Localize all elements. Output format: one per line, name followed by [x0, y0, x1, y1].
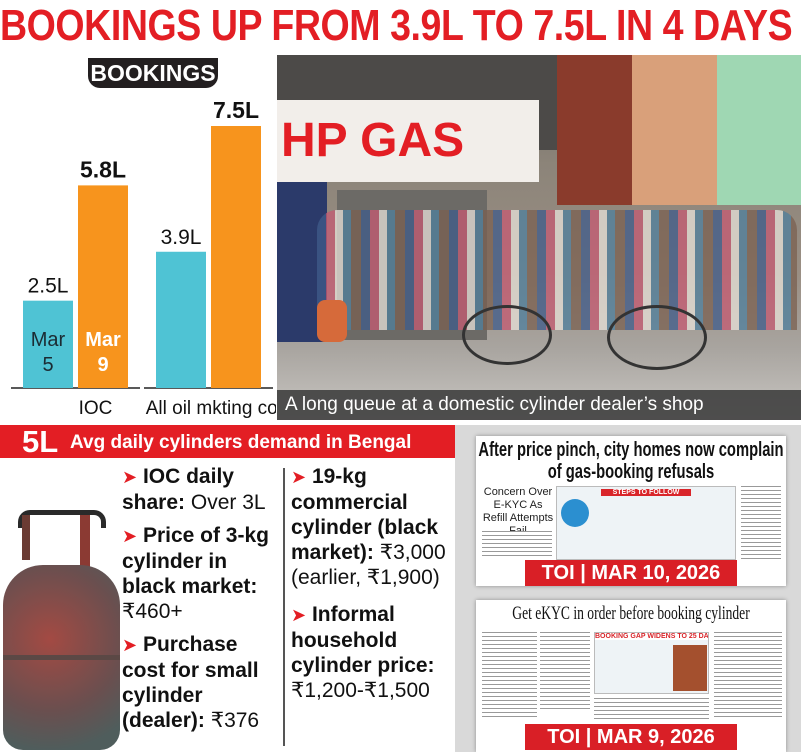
fact-purchase-cost: ➤ Purchase cost for small cylinder (deal…: [122, 633, 260, 732]
gas-cylinder-image: [0, 510, 122, 750]
demand-label: Avg daily cylinders demand in Bengal: [70, 432, 412, 453]
fact-ioc-share: ➤ IOC daily share: Over 3L: [122, 465, 266, 514]
bar-value-label: 2.5L: [28, 275, 69, 298]
bar-mar-9: [78, 185, 128, 388]
bar-value-label: 5.8L: [80, 156, 126, 182]
clipping-headline: Get eKYC in order before booking cylinde…: [512, 603, 750, 624]
arrow-icon: ➤: [291, 605, 307, 625]
arrow-icon: ➤: [291, 467, 307, 487]
fact-informal-price: ➤ Informal household cylinder price: ₹1,…: [291, 603, 435, 702]
category-label: All oil mkting cos: [146, 398, 276, 419]
arrow-icon: ➤: [122, 526, 138, 546]
demand-value: 5L: [22, 425, 59, 458]
demand-banner: 5L Avg daily cylinders demand in Bengal: [0, 425, 455, 458]
series-label: 9: [97, 354, 108, 376]
arrow-icon: ➤: [122, 467, 138, 487]
headline: BOOKINGS UP FROM 3.9L TO 7.5L IN 4 DAYS: [0, 1, 793, 50]
steps-infobox: STEPS TO FOLLOW: [556, 486, 736, 560]
series-label: Mar: [85, 329, 121, 351]
series-label: Mar: [31, 329, 66, 351]
bookings-bar-chart: 2.5L Mar 5 5.8L Mar 9 IOC 3.9L 7.5L All oil mktin…: [11, 97, 276, 419]
booking-gap-infobox: BOOKING GAP WIDENS TO 25 DAYS: [594, 632, 709, 694]
arrow-icon: ➤: [122, 635, 138, 655]
fact-3kg-price: ➤ Price of 3-kg cylinder in black market…: [122, 524, 269, 623]
bar-value-label: 3.9L: [161, 226, 202, 249]
series-label: 5: [42, 354, 53, 376]
queue-photo: HP GAS: [277, 55, 801, 420]
category-label: IOC: [79, 398, 113, 419]
clipping-mar-10: After price pinch, city homes now compla…: [476, 436, 786, 586]
facts-column-right: ➤ 19-kg commercial cylinder (black marke…: [291, 464, 455, 703]
photo-caption: A long queue at a domestic cylinder deal…: [277, 390, 801, 420]
hp-gas-sign: HP GAS: [277, 100, 539, 182]
facts-column-left: ➤ IOC daily share: Over 3L ➤ Price of 3-…: [122, 464, 282, 733]
clipping-headline: After price pinch, city homes now compla…: [478, 439, 784, 483]
bar-mar-5: [156, 251, 206, 388]
fact-commercial-cylinder: ➤ 19-kg commercial cylinder (black marke…: [291, 465, 446, 589]
column-divider: [283, 468, 285, 746]
bar-mar-9: [211, 126, 261, 388]
toi-date-stamp: TOI | MAR 10, 2026: [525, 560, 737, 586]
bar-value-label: 7.5L: [213, 97, 259, 123]
toi-date-stamp: TOI | MAR 9, 2026: [525, 724, 737, 750]
clipping-mar-9: Get eKYC in order before booking cylinde…: [476, 600, 786, 752]
bar-mar-5: [23, 300, 73, 388]
chart-title: BOOKINGS: [88, 58, 218, 88]
